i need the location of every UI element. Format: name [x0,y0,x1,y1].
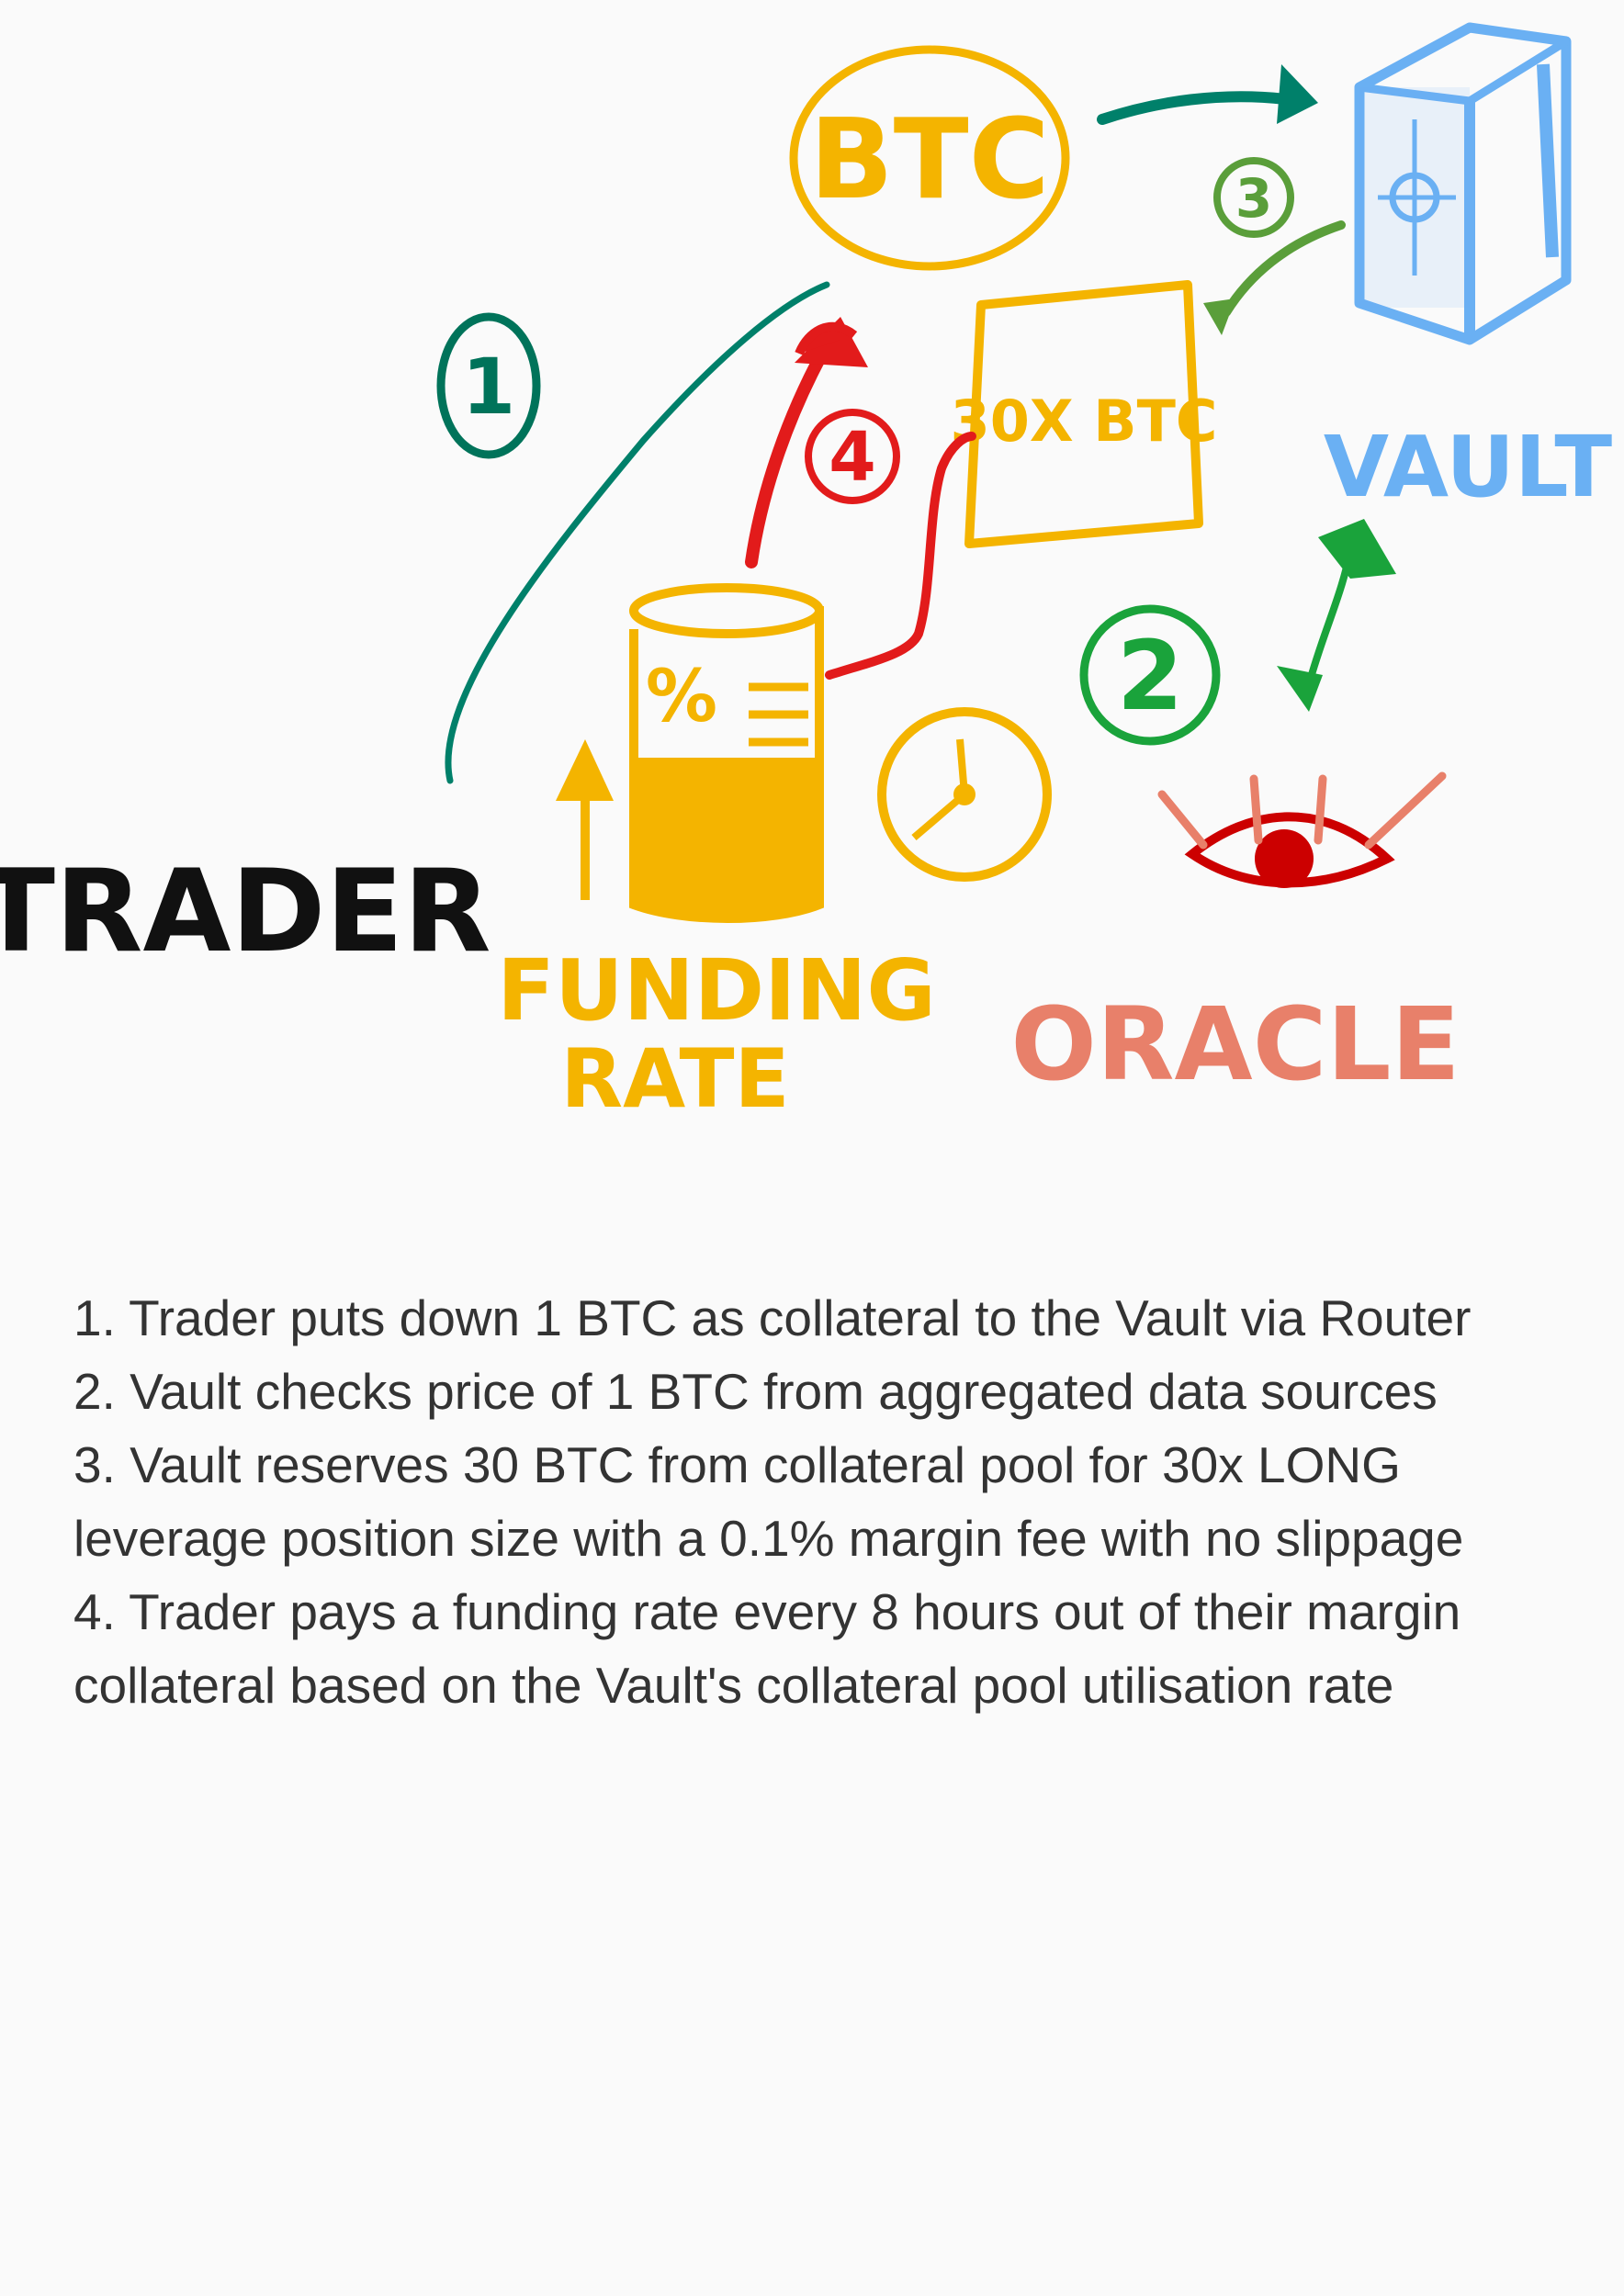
funding-rate-label-line1: FUNDING [497,941,936,1040]
oracle-label: ORACLE [1010,985,1460,1103]
vault-label: VAULT [1324,418,1612,516]
funding-rate-label-line2: RATE [560,1031,789,1126]
up-arrow-icon [556,739,614,900]
step-2-number: 2 [1117,620,1183,732]
flow-diagram: BTC VAULT 3 30X BTC 1 [0,22,1612,1126]
steps-description: 1. Trader puts down 1 BTC as collateral … [73,1281,1562,1722]
btc-node: BTC [789,45,1070,271]
step-3-marker: 3 [1213,157,1294,238]
oracle-eye-icon [1157,771,1447,888]
step-3-number: 3 [1235,167,1272,230]
arrow-btc-to-vault [1097,64,1318,125]
arrow-vault-oracle [1277,519,1396,712]
arrow-vault-to-position [1203,220,1346,335]
line-funding-to-position [825,432,976,680]
percent-label: % [646,656,717,738]
step-4-text: 4. Trader pays a funding rate every 8 ho… [73,1583,1461,1714]
step-1-text: 1. Trader puts down 1 BTC as collateral … [73,1289,1472,1346]
trader-label: TRADER [0,846,491,978]
funding-rate-barrel: % [629,583,824,923]
step-4-marker: 4 [805,409,900,504]
clock-icon [877,707,1052,882]
step-4-number: 4 [829,418,876,497]
vault-icon [1354,22,1572,345]
arrow-funding-to-btc [745,317,868,568]
step-2-marker: 2 [1079,604,1221,746]
step-2-text: 2. Vault checks price of 1 BTC from aggr… [73,1363,1438,1420]
step-3-text: 3. Vault reserves 30 BTC from collateral… [73,1436,1464,1567]
position-label: 30X BTC [951,388,1218,455]
step-1-number: 1 [462,342,515,432]
btc-label: BTC [809,96,1049,224]
arrow-trader-to-btc [445,281,830,784]
step-1-marker: 1 [436,312,541,459]
position-node: 30X BTC [951,280,1218,548]
